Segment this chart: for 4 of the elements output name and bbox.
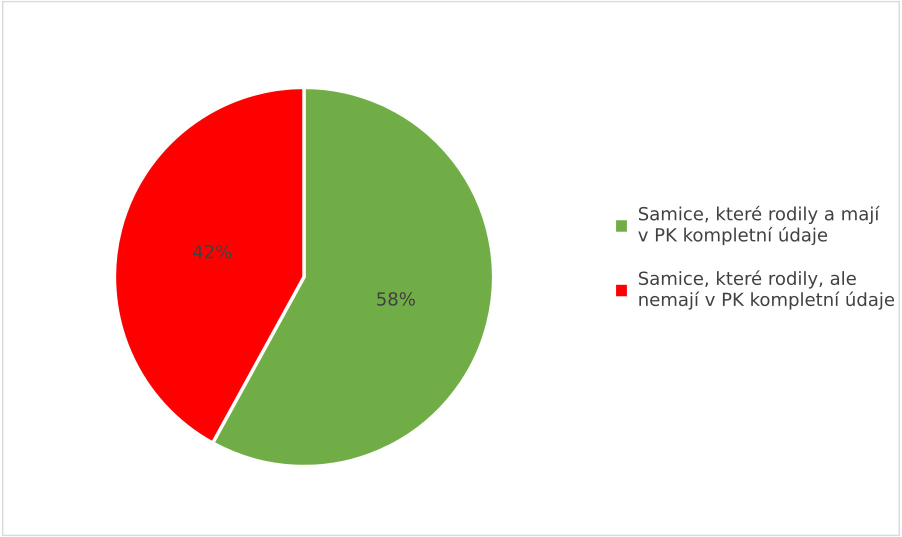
data-label: 42% — [193, 244, 232, 259]
legend-label: Samice, které rodily a mají v PK kompletní údaje — [638, 206, 880, 246]
legend-label: Samice, které rodily, ale nemají v PK kompletní údaje — [638, 270, 894, 310]
data-label: 58% — [377, 292, 415, 306]
